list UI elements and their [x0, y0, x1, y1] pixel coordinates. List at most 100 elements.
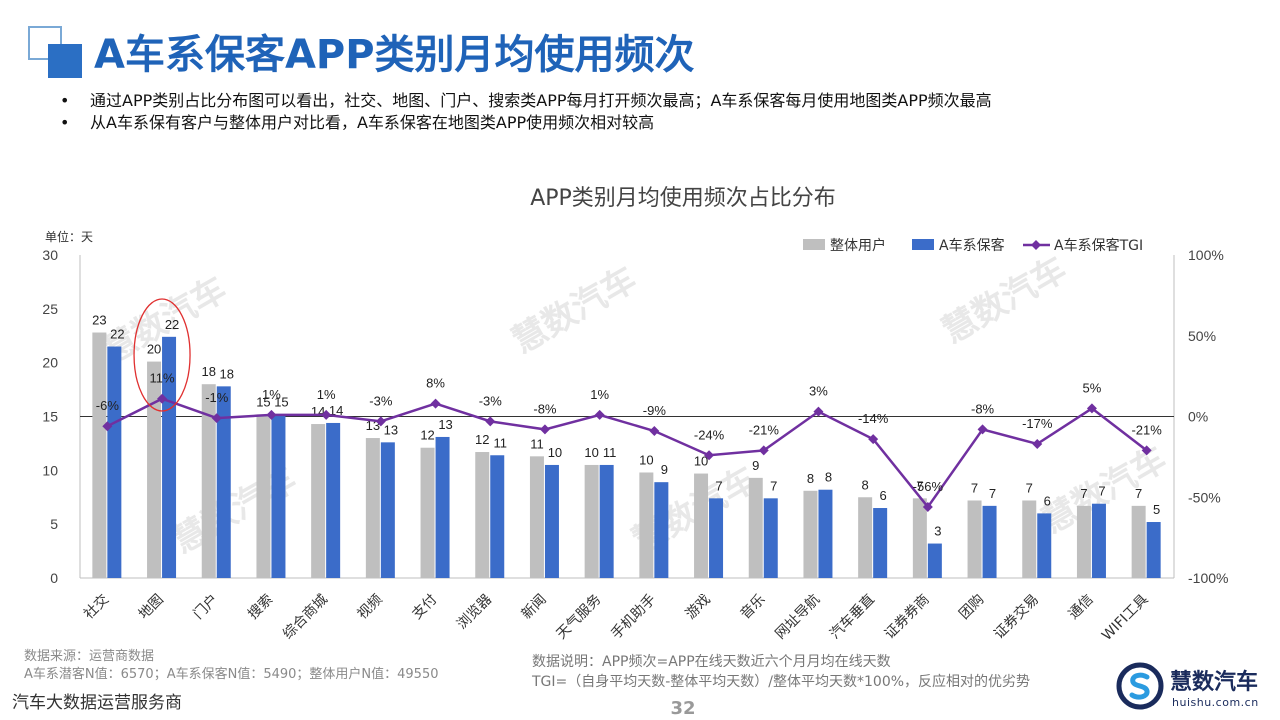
- tgi-point: [977, 424, 988, 435]
- bar-a-series-owner: [435, 436, 450, 578]
- brand-url: huishu.com.cn: [1172, 696, 1259, 709]
- x-tick-label: 搜索: [244, 591, 276, 623]
- x-tick-label: WIFI工具: [1099, 592, 1151, 644]
- page-title: A车系保客APP类别月均使用频次: [94, 32, 695, 78]
- data-label-overall: 12: [475, 432, 489, 447]
- bar-overall-user: [1076, 505, 1091, 578]
- watermark-text: 慧数汽车: [936, 249, 1074, 352]
- data-label-overall: 9: [752, 458, 759, 473]
- tgi-data-label: -14%: [858, 411, 889, 426]
- tgi-data-label: -1%: [205, 390, 229, 405]
- note-line: 数据说明：APP频次=APP在线天数近六个月月均在线天数: [532, 654, 891, 670]
- bar-a-series-owner: [326, 422, 341, 578]
- y-tick-label-left: 30: [42, 247, 58, 263]
- y-tick-label-right: 0%: [1188, 409, 1208, 425]
- tgi-point: [485, 416, 496, 427]
- company-tagline: 汽车大数据运营服务商: [12, 693, 182, 713]
- y-tick-label-right: -50%: [1188, 489, 1221, 505]
- legend-swatch-owner: [912, 239, 934, 250]
- data-label-owner: 3: [934, 524, 941, 539]
- chart-title: APP类别月均使用频次占比分布: [530, 186, 836, 211]
- bar-overall-user: [475, 452, 490, 578]
- data-label-overall: 10: [694, 454, 708, 469]
- tgi-point: [211, 413, 222, 424]
- x-tick-label: 新闻: [519, 592, 550, 623]
- data-label-owner: 7: [1098, 484, 1105, 499]
- data-label-owner: 9: [661, 462, 668, 477]
- legend-label-owner: A车系保客: [939, 237, 1005, 254]
- unit-label: 单位：天: [45, 230, 94, 244]
- legend-marker-tgi: [1031, 240, 1041, 250]
- data-label-owner: 13: [438, 417, 452, 432]
- bar-a-series-owner: [818, 489, 833, 578]
- data-label-overall: 10: [639, 452, 653, 467]
- data-label-overall: 8: [807, 471, 814, 486]
- data-label-overall: 7: [1080, 486, 1087, 501]
- tgi-point: [1032, 438, 1043, 449]
- bar-overall-user: [529, 456, 544, 578]
- x-tick-label: 汽车垂直: [826, 591, 878, 643]
- data-label-owner: 15: [274, 394, 288, 409]
- y-tick-label-right: 50%: [1188, 328, 1216, 344]
- bar-overall-user: [912, 498, 927, 578]
- data-label-owner: 5: [1153, 502, 1160, 517]
- tgi-point: [430, 398, 441, 409]
- bar-a-series-owner: [763, 498, 778, 578]
- legend-swatch-overall: [803, 239, 825, 250]
- data-label-owner: 18: [220, 366, 234, 381]
- tgi-data-label: -6%: [96, 398, 120, 413]
- data-label-overall: 18: [202, 364, 216, 379]
- bar-a-series-owner: [982, 505, 997, 578]
- bar-overall-user: [639, 472, 654, 578]
- tgi-point: [1141, 445, 1152, 456]
- bar-overall-user: [365, 438, 380, 578]
- brand-s-icon: [1116, 662, 1164, 710]
- x-tick-label: 通信: [1066, 592, 1097, 623]
- tgi-point: [594, 409, 605, 420]
- bar-a-series-owner: [271, 414, 286, 578]
- data-label-overall: 8: [862, 477, 869, 492]
- bar-a-series-owner: [1146, 522, 1161, 578]
- bullet-item: • 通过APP类别占比分布图可以看出，社交、地图、门户、搜索类APP每月打开频次最…: [60, 90, 992, 112]
- brand-logo: 慧数汽车 huishu.com.cn: [1116, 662, 1266, 714]
- tgi-point: [539, 424, 550, 435]
- legend-label-tgi: A车系保客TGI: [1054, 237, 1143, 254]
- bar-overall-user: [420, 447, 435, 578]
- bar-overall-user: [311, 424, 326, 578]
- bar-a-series-owner: [654, 482, 669, 578]
- tgi-data-label: 11%: [150, 371, 175, 386]
- data-label-overall: 10: [584, 445, 598, 460]
- data-label-overall: 20: [147, 342, 161, 357]
- x-tick-label: 综合商城: [280, 592, 331, 643]
- bar-a-series-owner: [599, 464, 614, 578]
- bar-a-series-owner: [1037, 513, 1052, 578]
- tgi-data-label: -8%: [971, 401, 995, 416]
- bar-overall-user: [694, 473, 709, 578]
- data-label-owner: 22: [165, 317, 179, 332]
- data-label-overall: 23: [92, 313, 106, 328]
- tgi-data-label: -8%: [533, 401, 557, 416]
- bar-a-series-owner: [1091, 503, 1106, 578]
- logo-square-outline: [28, 26, 62, 60]
- y-tick-label-right: -100%: [1188, 570, 1228, 586]
- tgi-point: [922, 501, 933, 512]
- tgi-point: [704, 450, 715, 461]
- bar-overall-user: [1131, 505, 1146, 578]
- bar-overall-user: [858, 497, 873, 578]
- tgi-data-label: -24%: [694, 427, 725, 442]
- bar-overall-user: [748, 477, 763, 578]
- data-label-overall: 15: [256, 394, 270, 409]
- data-label-owner: 7: [770, 478, 777, 493]
- bar-a-series-owner: [544, 464, 559, 578]
- bar-a-series-owner: [380, 442, 395, 578]
- data-label-owner: 8: [825, 470, 832, 485]
- x-tick-label: 支付: [409, 592, 440, 623]
- sample-size-line: A车系潜客N值：6570；A车系保客N值：5490；整体用户N值：49550: [24, 667, 439, 682]
- data-label-owner: 13: [384, 422, 398, 437]
- data-label-overall: 12: [420, 428, 434, 443]
- tgi-data-label: 1%: [590, 387, 609, 402]
- data-label-overall: 7: [971, 480, 978, 495]
- tgi-point: [649, 426, 660, 437]
- y-tick-label-left: 0: [50, 570, 58, 586]
